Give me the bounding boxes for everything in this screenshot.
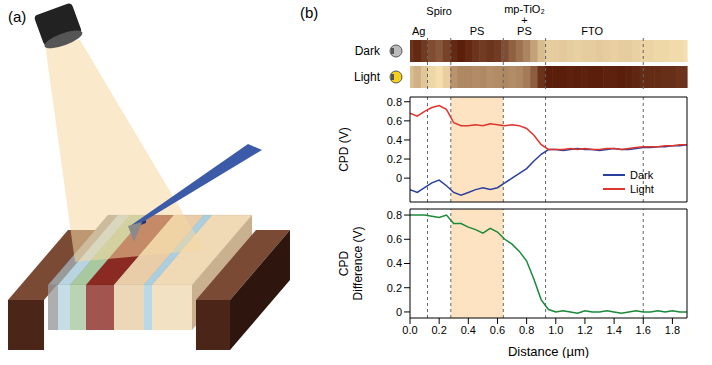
svg-text:0.6: 0.6	[490, 324, 505, 336]
svg-text:0.4: 0.4	[461, 324, 476, 336]
svg-text:0.8: 0.8	[387, 96, 402, 108]
svg-text:CPD: CPD	[337, 251, 351, 277]
svg-text:Light: Light	[354, 70, 381, 84]
svg-text:Difference (V): Difference (V)	[351, 227, 365, 301]
svg-text:mp-TiO₂+PS: mp-TiO₂+PS	[504, 3, 545, 37]
svg-text:0.4: 0.4	[387, 257, 402, 269]
svg-text:PS: PS	[470, 25, 485, 37]
svg-text:CPD (V): CPD (V)	[337, 127, 351, 172]
svg-text:0.0: 0.0	[402, 324, 417, 336]
svg-text:Spiro: Spiro	[426, 5, 452, 17]
svg-text:(a): (a)	[8, 8, 26, 25]
svg-text:1.6: 1.6	[636, 324, 651, 336]
svg-text:0.8: 0.8	[387, 209, 402, 221]
svg-text:(b): (b)	[300, 4, 318, 21]
svg-text:1.8: 1.8	[665, 324, 680, 336]
svg-text:Ag: Ag	[412, 25, 425, 37]
svg-text:1.4: 1.4	[606, 324, 621, 336]
svg-text:0.8: 0.8	[519, 324, 534, 336]
html-text:Light: Light	[630, 183, 654, 195]
svg-text:FTO: FTO	[581, 25, 603, 37]
svg-text:0.2: 0.2	[387, 282, 402, 294]
svg-text:0.6: 0.6	[387, 115, 402, 127]
svg-text:1.0: 1.0	[548, 324, 563, 336]
svg-text:1.2: 1.2	[577, 324, 592, 336]
svg-text:0.6: 0.6	[387, 233, 402, 245]
svg-text:0.4: 0.4	[387, 134, 402, 146]
svg-text:0: 0	[396, 306, 402, 318]
svg-text:0.2: 0.2	[432, 324, 447, 336]
svg-text:0: 0	[396, 172, 402, 184]
svg-text:Dark: Dark	[355, 44, 381, 58]
svg-text:0.2: 0.2	[387, 153, 402, 165]
html-text:Dark: Dark	[630, 169, 654, 181]
svg-text:Distance (µm): Distance (µm)	[508, 344, 589, 358]
